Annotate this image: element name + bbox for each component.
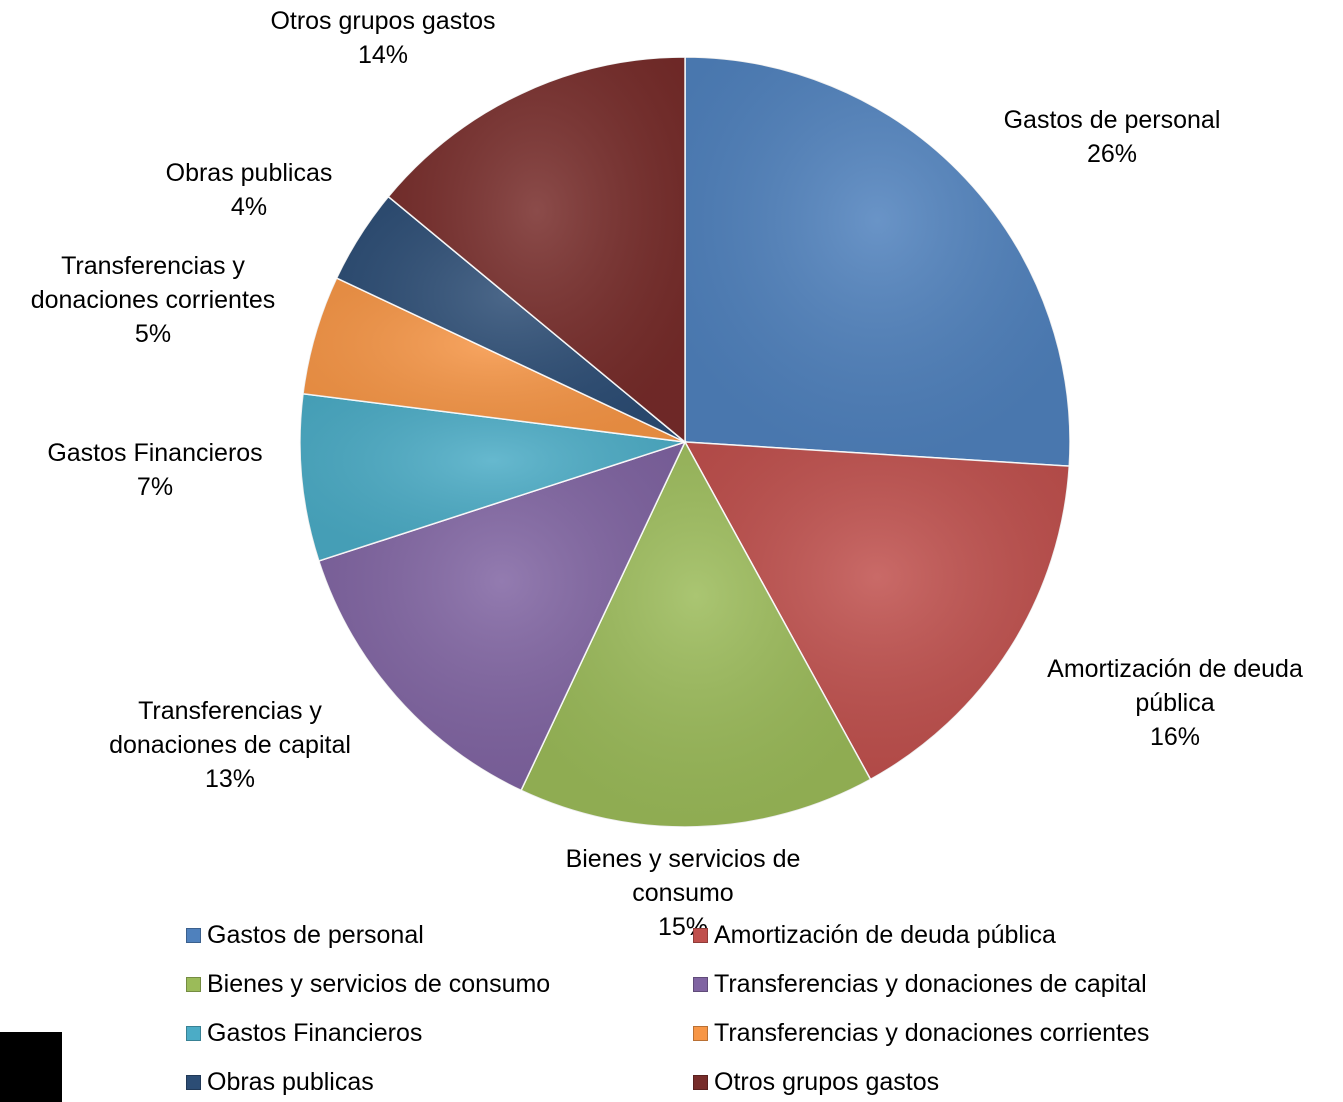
label-name: Obras publicas bbox=[165, 159, 333, 187]
label-name: Amortización de deuda pública bbox=[1047, 655, 1303, 717]
label-value: 13% bbox=[204, 765, 256, 793]
legend-item: Obras publicas bbox=[186, 1068, 374, 1097]
data-label: Amortización de deuda pública 16% bbox=[1025, 652, 1325, 754]
legend-label: Gastos de personal bbox=[207, 921, 424, 949]
label-name: Transferencias y donaciones corrientes bbox=[30, 252, 276, 314]
label-name: Gastos Financieros bbox=[47, 439, 263, 467]
label-value: 4% bbox=[230, 193, 268, 221]
data-label: Otros grupos gastos 14% bbox=[223, 4, 543, 72]
label-value: 5% bbox=[134, 320, 172, 348]
legend-item: Amortización de deuda pública bbox=[693, 921, 1056, 950]
data-label: Gastos de personal 26% bbox=[962, 103, 1262, 171]
legend-item: Bienes y servicios de consumo bbox=[186, 970, 550, 999]
label-name: Bienes y servicios de consumo bbox=[565, 845, 801, 907]
legend-label: Transferencias y donaciones de capital bbox=[714, 970, 1147, 998]
legend-item: Transferencias y donaciones corrientes bbox=[693, 1019, 1149, 1048]
label-name: Otros grupos gastos bbox=[270, 7, 496, 35]
legend-swatch bbox=[693, 928, 708, 943]
label-value: 7% bbox=[136, 473, 174, 501]
legend-swatch bbox=[186, 928, 201, 943]
legend-item: Gastos Financieros bbox=[186, 1019, 422, 1048]
legend-label: Otros grupos gastos bbox=[714, 1068, 940, 1096]
legend-label: Amortización de deuda pública bbox=[714, 921, 1056, 949]
legend-item: Otros grupos gastos bbox=[693, 1068, 939, 1097]
legend-swatch bbox=[186, 977, 201, 992]
legend-label: Transferencias y donaciones corrientes bbox=[714, 1019, 1150, 1047]
corner-block bbox=[0, 1032, 62, 1102]
data-label: Transferencias y donaciones corrientes 5% bbox=[8, 249, 298, 351]
legend-label: Bienes y servicios de consumo bbox=[207, 970, 551, 998]
legend-label: Obras publicas bbox=[207, 1068, 374, 1096]
data-label: Obras publicas 4% bbox=[99, 156, 399, 224]
label-name: Transferencias y donaciones de capital bbox=[109, 697, 351, 759]
data-label: Transferencias y donaciones de capital 13… bbox=[85, 694, 375, 796]
label-value: 16% bbox=[1149, 723, 1201, 751]
legend-swatch bbox=[693, 1075, 708, 1090]
legend-swatch bbox=[693, 977, 708, 992]
label-name: Gastos de personal bbox=[1003, 106, 1221, 134]
legend-swatch bbox=[186, 1075, 201, 1090]
legend-label: Gastos Financieros bbox=[207, 1019, 423, 1047]
legend-item: Transferencias y donaciones de capital bbox=[693, 970, 1147, 999]
legend-item: Gastos de personal bbox=[186, 921, 424, 950]
data-label: Bienes y servicios de consumo 15% bbox=[548, 842, 818, 944]
data-label: Gastos Financieros 7% bbox=[5, 436, 305, 504]
legend-swatch bbox=[693, 1026, 708, 1041]
legend-swatch bbox=[186, 1026, 201, 1041]
label-value: 26% bbox=[1086, 140, 1138, 168]
label-value: 14% bbox=[357, 41, 409, 69]
